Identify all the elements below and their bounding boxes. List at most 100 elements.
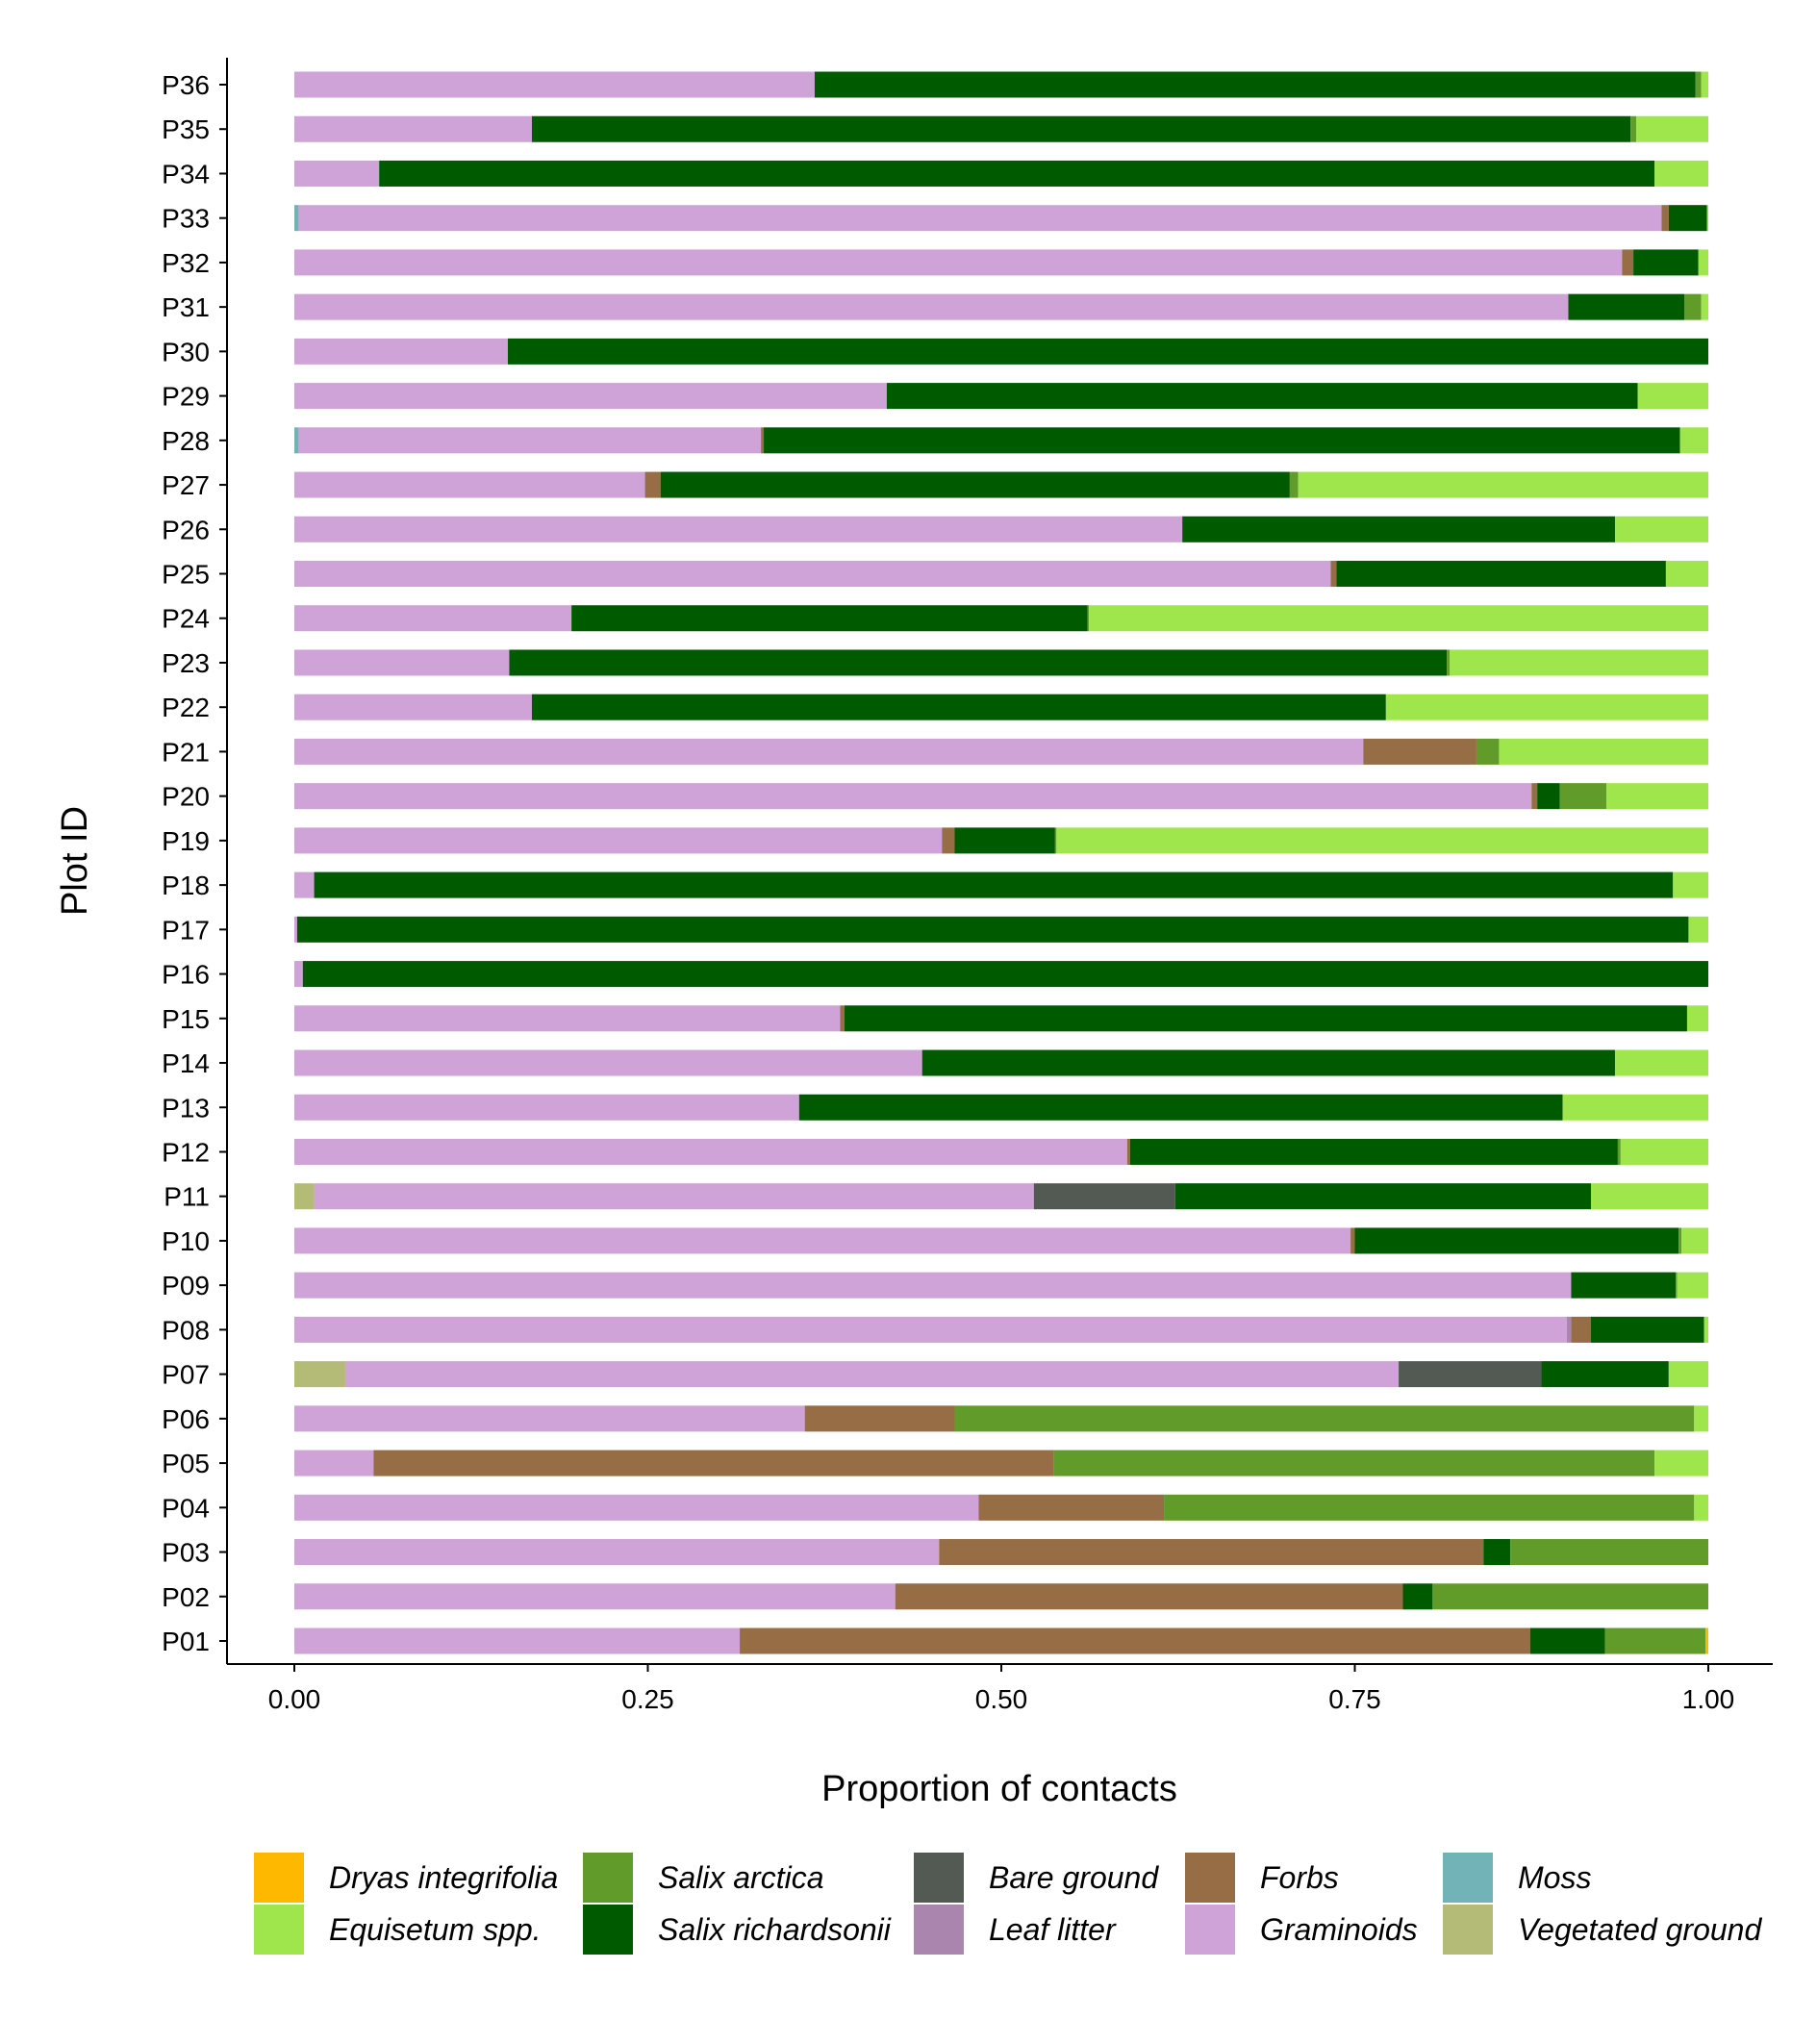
bar-segment (1676, 1272, 1678, 1299)
bar-segment (1164, 1494, 1695, 1521)
bar-segment (1174, 1183, 1591, 1210)
bar-segment (895, 1583, 1403, 1610)
bar-segment (294, 783, 1532, 810)
bar-segment (1054, 827, 1057, 854)
y-tick-label: P32 (162, 248, 210, 278)
legend-label: Bare ground (989, 1860, 1159, 1895)
y-ticks: P36 P35 P34 P33 P32 P31 P30 P29 P28 P27 P26 P25 P24 P… (162, 70, 227, 1656)
bar-segment (1350, 1227, 1355, 1254)
bar-segment (294, 160, 380, 187)
bar-segment (294, 205, 299, 232)
bar-segment (1298, 471, 1708, 498)
bar-segment (1630, 115, 1637, 142)
y-tick-label: P25 (162, 560, 210, 590)
legend-item: Vegetated ground (1443, 1905, 1762, 1955)
bar-segment (1688, 916, 1708, 943)
legend-item: Leaf litter (914, 1905, 1117, 1955)
bar-segment (764, 427, 1680, 454)
bars-layer (294, 71, 1708, 1654)
legend-label: Salix richardsonii (658, 1912, 892, 1947)
bar-segment (294, 1005, 841, 1032)
bar-segment (1694, 1494, 1708, 1521)
bar-segment (1541, 1361, 1669, 1388)
y-tick-label: P34 (162, 159, 210, 189)
bar-segment (1665, 561, 1708, 588)
bar-segment (1571, 1272, 1677, 1299)
legend-swatch (583, 1853, 633, 1903)
bar-segment (1668, 1361, 1708, 1388)
bar-segment (294, 1405, 805, 1432)
bar-segment (921, 1049, 1615, 1076)
legend-swatch (1185, 1853, 1235, 1903)
y-tick-label: P06 (162, 1404, 210, 1434)
bar-segment (1636, 115, 1708, 142)
bar-segment (1633, 249, 1699, 276)
bar-segment (294, 1183, 315, 1210)
y-tick-label: P14 (162, 1048, 210, 1078)
bar-segment (1537, 783, 1560, 810)
bar-segment (1681, 1227, 1708, 1254)
bar-segment (1698, 249, 1708, 276)
bar-segment (531, 115, 1631, 142)
bar-segment (1529, 1628, 1605, 1654)
bar-segment (294, 605, 572, 632)
bar-segment (1679, 427, 1708, 454)
bar-segment (1449, 649, 1708, 676)
bar-segment (1559, 783, 1607, 810)
y-tick-label: P28 (162, 426, 210, 456)
legend-swatch (914, 1905, 964, 1955)
bar-segment (954, 827, 1055, 854)
bar-segment (531, 694, 1386, 720)
bar-segment (509, 649, 1448, 676)
bar-segment (1402, 1583, 1433, 1610)
x-ticks: 0.00 0.25 0.50 0.75 1.00 (268, 1664, 1734, 1714)
bar-segment (844, 1005, 1687, 1032)
y-tick-label: P26 (162, 515, 210, 544)
bar-segment (1447, 649, 1450, 676)
bar-segment (1654, 160, 1708, 187)
bar-segment (1432, 1583, 1708, 1610)
bar-segment (840, 1005, 845, 1032)
bar-segment (294, 1316, 1567, 1343)
y-tick-label: P20 (162, 782, 210, 812)
legend-label: Salix arctica (658, 1860, 824, 1895)
y-tick-label: P31 (162, 292, 210, 322)
legend-item: Graminoids (1185, 1905, 1418, 1955)
bar-segment (294, 1049, 922, 1076)
y-tick-label: P07 (162, 1360, 210, 1390)
legend-item: Dryas integrifolia (254, 1853, 558, 1903)
bar-segment (294, 249, 1623, 276)
legend-swatch (1185, 1905, 1235, 1955)
y-tick-label: P13 (162, 1093, 210, 1123)
bar-segment (1289, 471, 1299, 498)
y-tick-label: P01 (162, 1627, 210, 1656)
legend-swatch (583, 1905, 633, 1955)
bar-segment (294, 1138, 1127, 1165)
y-tick-label: P12 (162, 1137, 210, 1167)
bar-segment (1363, 738, 1476, 765)
y-tick-label: P09 (162, 1271, 210, 1300)
bar-segment (1567, 1316, 1572, 1343)
y-tick-label: P05 (162, 1449, 210, 1478)
bar-segment (294, 1583, 896, 1610)
bar-segment (1129, 1138, 1618, 1165)
y-tick-label: P22 (162, 693, 210, 722)
legend-swatch (1443, 1905, 1493, 1955)
legend-swatch (254, 1853, 304, 1903)
bar-segment (1606, 783, 1708, 810)
bar-segment (1510, 1539, 1708, 1566)
bar-segment (1668, 205, 1707, 232)
y-tick-label: P03 (162, 1538, 210, 1568)
bar-segment (660, 471, 1290, 498)
bar-segment (1053, 1450, 1655, 1476)
bar-segment (1590, 1316, 1704, 1343)
y-tick-label: P23 (162, 648, 210, 678)
x-tick-label: 0.00 (268, 1684, 321, 1714)
bar-segment (1705, 1628, 1708, 1654)
bar-segment (314, 1183, 1034, 1210)
bar-segment (886, 383, 1638, 410)
bar-segment (804, 1405, 955, 1432)
bar-segment (1694, 1405, 1708, 1432)
bar-segment (294, 561, 1331, 588)
bar-segment (978, 1494, 1165, 1521)
